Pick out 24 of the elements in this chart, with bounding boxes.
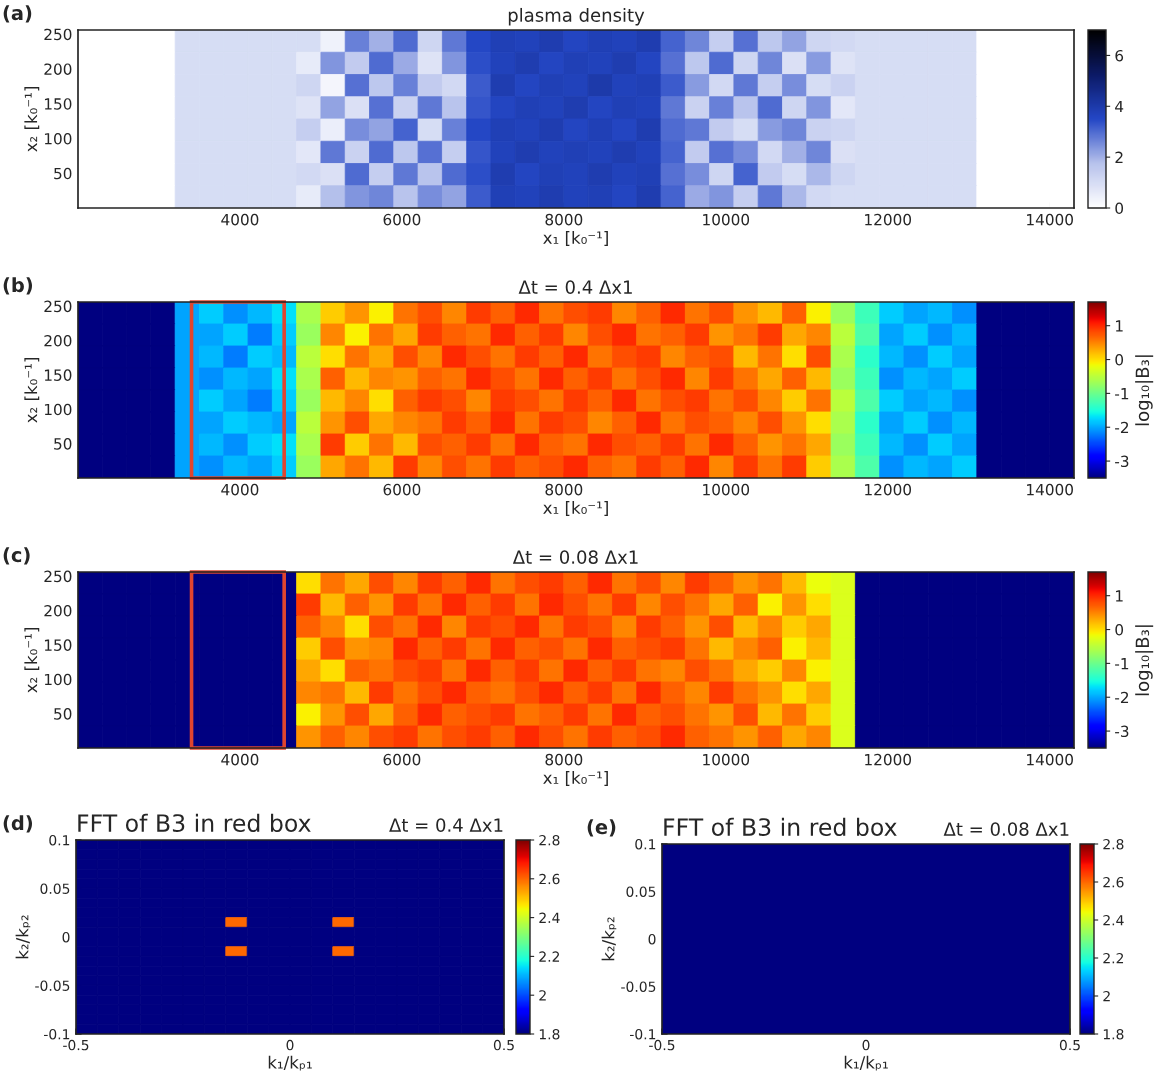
color-bar-title: log₁₀|B₃| — [1135, 625, 1154, 696]
text: (c) — [3, 547, 30, 565]
chart-title: FFT of B3 in red box — [78, 813, 311, 832]
color-bar-title: log₁₀|B₃| — [1135, 355, 1154, 426]
x-axis-title: k₁/kₚ₁ — [268, 1055, 312, 1071]
x-axis-title: x₁ [k₀⁻¹] — [543, 501, 608, 516]
chart-title: Δt = 0.4 Δx1 — [518, 280, 632, 294]
chart-title: Δt = 0.08 Δx1 — [512, 550, 638, 564]
y-axis-title: x₂ [k₀⁻¹] — [24, 358, 40, 423]
text: (e) — [587, 819, 616, 837]
chart-title: plasma density — [508, 7, 645, 26]
text: (a) — [3, 5, 32, 23]
y-axis-title: x₂ [k₀⁻¹] — [24, 628, 40, 693]
chart-subtitle: Δt = 0.08 Δx1 — [943, 822, 1069, 836]
chart-subtitle: Δt = 0.4 Δx1 — [389, 818, 503, 832]
text: (b) — [3, 277, 33, 295]
text: (d) — [3, 815, 33, 833]
chart-title: FFT of B3 in red box — [664, 817, 897, 836]
y-axis-title: k₂/kₚ₂ — [15, 915, 31, 959]
x-axis-title: k₁/kₚ₁ — [844, 1055, 888, 1071]
y-axis-title: x₂ [k₀⁻¹] — [24, 87, 40, 152]
x-axis-title: x₁ [k₀⁻¹] — [543, 771, 608, 786]
x-axis-title: x₁ [k₀⁻¹] — [543, 231, 608, 246]
y-axis-title: k₂/kₚ₂ — [601, 917, 617, 961]
